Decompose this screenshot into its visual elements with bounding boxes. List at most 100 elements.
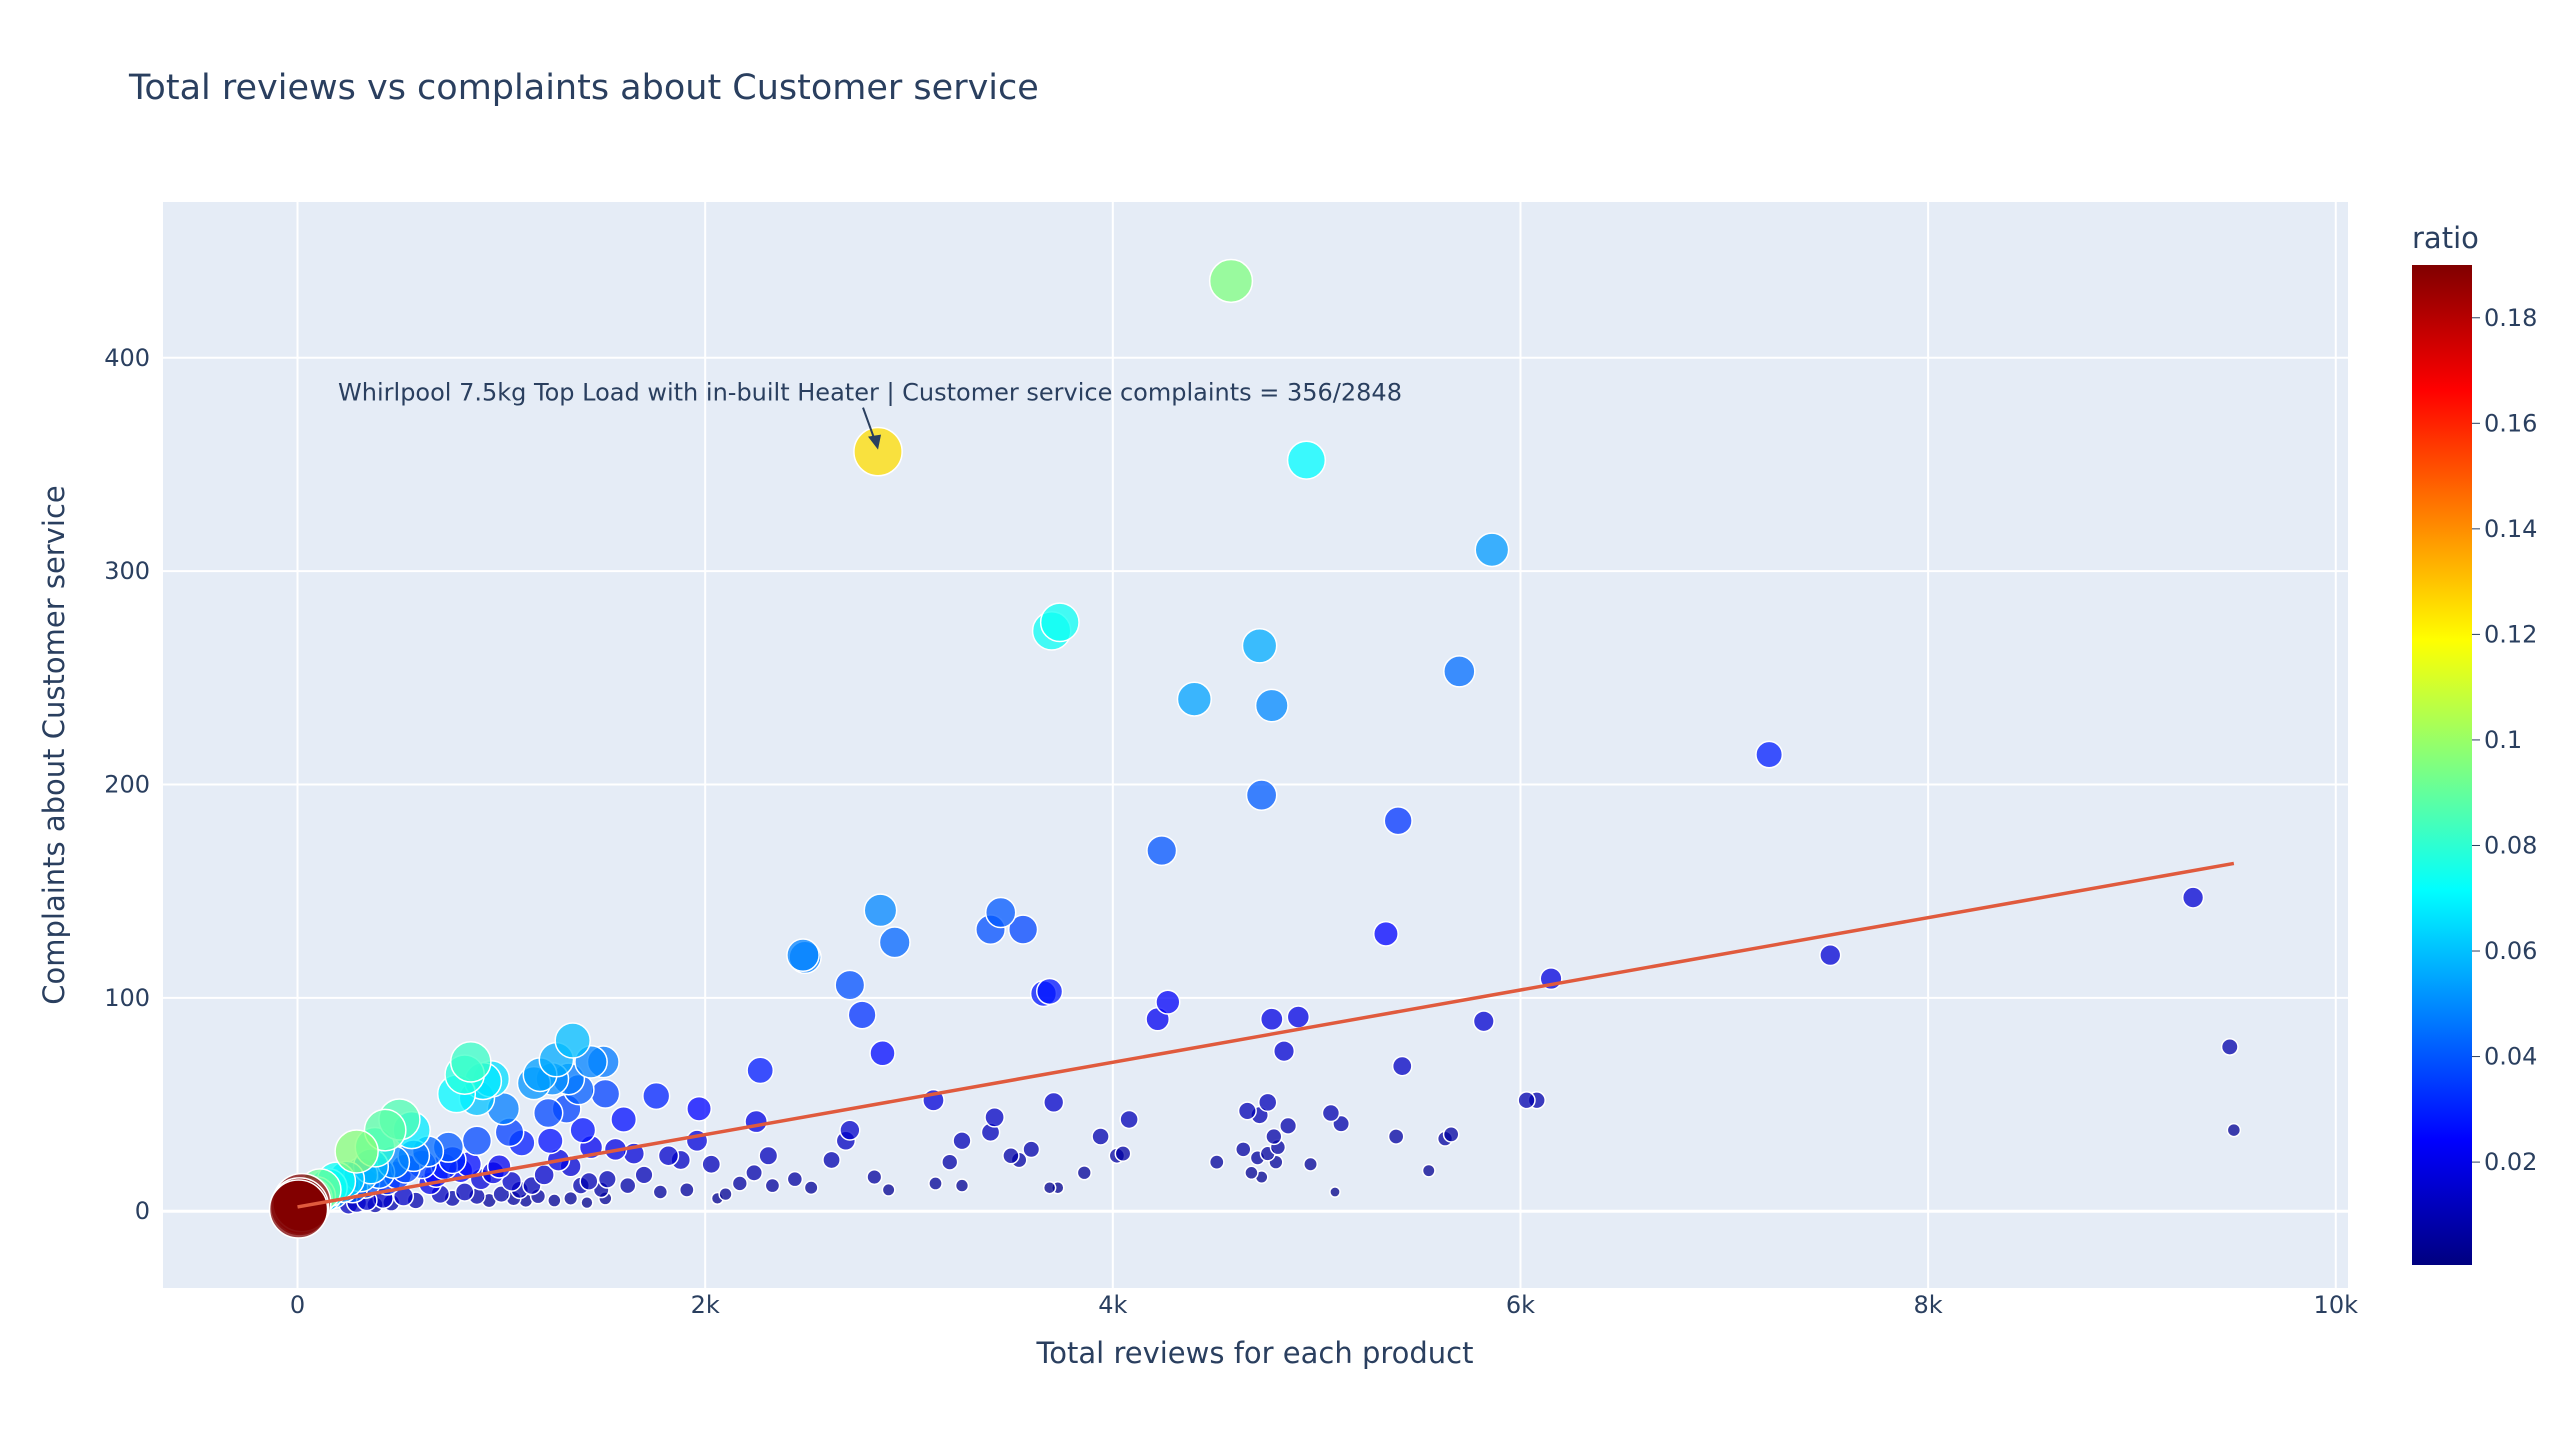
- data-point: [334, 1129, 379, 1174]
- data-point: [486, 1154, 512, 1179]
- data-point: [1303, 1156, 1318, 1172]
- data-point: [878, 926, 911, 959]
- data-point: [1387, 1128, 1405, 1145]
- data-point: [652, 1184, 669, 1200]
- y-tick-label: 300: [104, 557, 150, 585]
- data-point: [839, 1119, 861, 1141]
- data-point: [984, 1106, 1005, 1128]
- data-point: [869, 1040, 896, 1067]
- data-point: [2220, 1037, 2239, 1056]
- data-point: [1286, 1005, 1311, 1029]
- data-point: [1245, 779, 1278, 811]
- data-point: [1391, 1055, 1413, 1077]
- data-point: [536, 1127, 564, 1155]
- y-tick-label: 200: [104, 770, 150, 798]
- data-point: [642, 1081, 671, 1111]
- data-point: [1517, 1091, 1536, 1110]
- colorbar-tick-label: 0.1: [2484, 726, 2522, 754]
- data-point: [461, 1125, 493, 1157]
- annotation-text: Whirlpool 7.5kg Top Load with in-built H…: [338, 379, 1402, 407]
- data-point: [866, 1169, 883, 1186]
- colorbar-tick-label: 0.16: [2484, 409, 2537, 437]
- data-point: [745, 1163, 764, 1182]
- data-point: [1155, 989, 1181, 1015]
- data-point: [686, 1095, 713, 1122]
- data-point: [758, 1145, 779, 1166]
- colorbar-ticks: 0.02 0.04 0.06 0.08 0.1 0.12 0.14 0.16 0.18: [2472, 304, 2537, 1176]
- data-point: [1043, 1091, 1065, 1114]
- data-point: [803, 1180, 819, 1196]
- data-point: [563, 1190, 579, 1206]
- data-point: [1265, 1127, 1283, 1146]
- data-point: [1472, 1010, 1495, 1033]
- data-point: [1259, 1007, 1284, 1032]
- data-point: [1254, 688, 1289, 723]
- x-tick-label: 10k: [2314, 1291, 2359, 1319]
- data-point: [618, 1176, 637, 1195]
- data-point: [678, 1182, 695, 1198]
- trendline: [297, 861, 2235, 1209]
- colorbar-tick-label: 0.02: [2484, 1148, 2537, 1176]
- data-point: [1819, 944, 1842, 967]
- data-point: [1272, 1040, 1296, 1063]
- data-point: [1241, 627, 1278, 664]
- data-point: [1372, 920, 1399, 947]
- data-point: [532, 1097, 564, 1129]
- colorbar-tick-label: 0.06: [2484, 937, 2537, 965]
- colorbar-tick-label: 0.04: [2484, 1043, 2537, 1071]
- plot-area: [163, 202, 2348, 1288]
- data-point: [954, 1178, 970, 1193]
- colorbar-gradient: [2412, 265, 2472, 1265]
- x-tick-label: 8k: [1914, 1291, 1943, 1319]
- data-point: [786, 938, 820, 973]
- data-point: [1076, 1165, 1092, 1181]
- y-axis-title: Complaints about Customer service: [37, 485, 71, 1004]
- data-point: [1443, 655, 1476, 688]
- data-point: [853, 426, 903, 477]
- data-point: [454, 1182, 475, 1202]
- data-point: [881, 1182, 896, 1197]
- data-point: [764, 1177, 781, 1194]
- colorbar: ratio 0.02 0.04 0.06 0.08 0.1 0.12 0.14 0.16 0.1…: [2412, 221, 2537, 1265]
- data-point: [1237, 1101, 1257, 1121]
- data-point: [1208, 1154, 1225, 1170]
- x-tick-label: 6k: [1506, 1291, 1535, 1319]
- data-point: [634, 1165, 654, 1185]
- data-point: [1474, 532, 1510, 568]
- data-point: [1039, 602, 1080, 643]
- data-point: [1208, 258, 1254, 304]
- data-point: [847, 1000, 877, 1030]
- data-point: [1022, 1140, 1041, 1159]
- data-point: [1042, 1180, 1057, 1195]
- data-point: [746, 1056, 775, 1085]
- data-point: [492, 1185, 511, 1204]
- x-axis-ticks: 0 2k 4k 6k 8k 10k: [290, 1291, 2358, 1319]
- data-point: [984, 896, 1017, 929]
- colorbar-tick-label: 0.12: [2484, 620, 2537, 648]
- data-point: [590, 1078, 621, 1109]
- data-point: [1007, 914, 1039, 945]
- chart-title: Total reviews vs complaints about Custom…: [128, 68, 1039, 108]
- colorbar-tick-label: 0.08: [2484, 831, 2537, 859]
- data-point: [1244, 1165, 1259, 1181]
- data-point: [1279, 1116, 1298, 1135]
- x-axis-title: Total reviews for each product: [1036, 1336, 1474, 1370]
- data-point: [449, 1040, 492, 1083]
- y-tick-label: 400: [104, 344, 150, 372]
- data-point: [1286, 440, 1327, 480]
- data-point: [1421, 1163, 1436, 1178]
- data-point: [928, 1176, 943, 1191]
- data-point: [597, 1169, 617, 1189]
- data-point: [1257, 1092, 1278, 1113]
- data-point: [731, 1175, 748, 1192]
- data-point: [1146, 835, 1178, 867]
- data-point: [500, 1170, 523, 1192]
- data-point: [657, 1144, 680, 1167]
- x-tick-label: 0: [290, 1291, 305, 1319]
- annotation-arrowhead: [868, 434, 882, 450]
- data-point: [1755, 740, 1784, 769]
- data-point: [1114, 1145, 1132, 1163]
- data-point: [1329, 1186, 1341, 1198]
- x-tick-label: 4k: [1098, 1291, 1127, 1319]
